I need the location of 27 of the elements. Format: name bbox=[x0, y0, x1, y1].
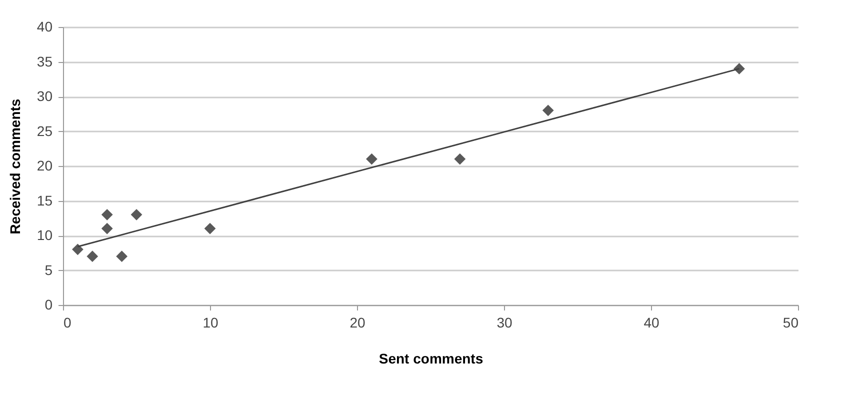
y-tick-label: 40 bbox=[36, 18, 53, 34]
point bbox=[130, 208, 142, 220]
point bbox=[454, 153, 466, 165]
x-tick-label: 40 bbox=[644, 314, 660, 330]
y-tick-label: 15 bbox=[36, 192, 53, 208]
x-tick-label: 50 bbox=[782, 314, 799, 330]
x-tick-label: 30 bbox=[496, 314, 512, 330]
y-tick-label: 25 bbox=[36, 122, 53, 139]
point bbox=[366, 153, 378, 165]
y-tick-label: 20 bbox=[36, 158, 53, 174]
point bbox=[72, 244, 84, 256]
y-tick-label: 0 bbox=[44, 296, 53, 312]
point bbox=[101, 208, 113, 220]
point bbox=[542, 104, 554, 116]
y-tick-label: 30 bbox=[36, 88, 53, 104]
x-tick-label: 0 bbox=[64, 314, 72, 330]
point bbox=[116, 250, 128, 262]
point bbox=[86, 250, 98, 262]
point bbox=[101, 222, 113, 234]
point bbox=[204, 222, 216, 234]
y-tick-label: 35 bbox=[36, 53, 53, 70]
x-axis-title: Sent comments bbox=[378, 350, 484, 366]
x-tick-label: 10 bbox=[202, 314, 218, 330]
y-tick-label: 5 bbox=[44, 262, 53, 278]
y-tick-label: 10 bbox=[36, 227, 53, 243]
y-axis-title: Received comments bbox=[6, 98, 23, 234]
x-tick-label: 20 bbox=[350, 314, 366, 330]
